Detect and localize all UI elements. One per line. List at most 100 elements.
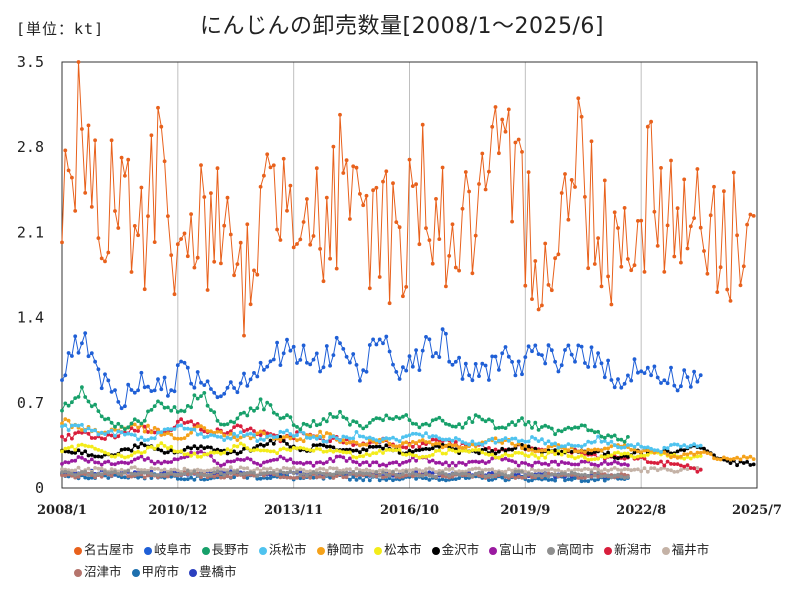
data-point bbox=[735, 463, 739, 468]
data-point bbox=[136, 475, 141, 480]
data-point bbox=[89, 457, 94, 462]
data-point bbox=[109, 390, 114, 394]
data-point bbox=[175, 472, 180, 477]
data-point bbox=[583, 443, 587, 447]
data-point bbox=[60, 408, 64, 413]
data-point bbox=[205, 473, 210, 477]
data-point bbox=[417, 432, 422, 437]
data-point bbox=[599, 361, 604, 366]
data-point bbox=[437, 436, 442, 441]
data-point bbox=[305, 473, 309, 478]
data-point bbox=[526, 462, 531, 467]
data-point bbox=[467, 460, 471, 464]
data-point bbox=[559, 444, 564, 449]
data-point bbox=[487, 459, 491, 464]
data-point bbox=[510, 459, 514, 463]
y-tick-label: 0 bbox=[35, 479, 44, 497]
data-point bbox=[480, 450, 485, 455]
data-point bbox=[440, 477, 445, 482]
data-point bbox=[298, 460, 303, 465]
data-point bbox=[152, 240, 157, 245]
data-point bbox=[129, 432, 134, 437]
data-point bbox=[142, 424, 147, 429]
data-point bbox=[275, 467, 279, 472]
data-point bbox=[63, 148, 68, 153]
data-point bbox=[172, 427, 177, 431]
data-point bbox=[328, 363, 332, 368]
data-point bbox=[592, 430, 597, 435]
data-point bbox=[682, 456, 687, 461]
data-point bbox=[626, 443, 630, 447]
data-point bbox=[156, 473, 160, 477]
data-point bbox=[655, 468, 660, 473]
data-point bbox=[536, 456, 541, 460]
data-point bbox=[437, 471, 442, 476]
data-point bbox=[556, 473, 561, 477]
legend-label: 沼津市 bbox=[84, 564, 122, 579]
data-point bbox=[470, 271, 475, 276]
data-point bbox=[265, 476, 270, 481]
data-point bbox=[185, 433, 190, 438]
data-point bbox=[639, 450, 644, 454]
data-point bbox=[387, 349, 392, 354]
data-point bbox=[662, 450, 667, 455]
data-point bbox=[520, 438, 524, 443]
data-point bbox=[195, 473, 200, 478]
data-point bbox=[546, 471, 551, 476]
data-point bbox=[427, 454, 432, 458]
series-line bbox=[61, 327, 702, 409]
data-point bbox=[430, 418, 435, 423]
data-point bbox=[255, 431, 260, 436]
data-point bbox=[533, 420, 538, 425]
data-point bbox=[688, 450, 693, 455]
data-point bbox=[301, 343, 306, 348]
data-point bbox=[573, 471, 577, 476]
data-point bbox=[367, 478, 372, 483]
data-point bbox=[314, 351, 319, 356]
data-point bbox=[493, 455, 498, 460]
data-point bbox=[583, 478, 587, 483]
data-point bbox=[199, 449, 203, 454]
data-point bbox=[490, 419, 495, 423]
data-point bbox=[225, 195, 230, 200]
data-point bbox=[457, 355, 461, 360]
legend-marker bbox=[131, 568, 140, 577]
data-point bbox=[232, 449, 237, 454]
data-point bbox=[351, 352, 356, 356]
data-point bbox=[530, 475, 534, 480]
data-point bbox=[348, 467, 352, 472]
data-point bbox=[334, 466, 339, 471]
data-point bbox=[308, 472, 313, 476]
data-point bbox=[76, 60, 81, 64]
data-point bbox=[268, 449, 273, 454]
data-point bbox=[371, 436, 375, 441]
data-point bbox=[73, 209, 78, 213]
data-point bbox=[665, 223, 670, 228]
data-point bbox=[318, 474, 322, 479]
data-point bbox=[348, 217, 352, 221]
data-point bbox=[225, 451, 230, 456]
data-point bbox=[632, 455, 637, 460]
data-point bbox=[106, 476, 111, 480]
data-point bbox=[142, 438, 147, 443]
data-point bbox=[434, 449, 438, 453]
data-point bbox=[619, 264, 624, 269]
data-point bbox=[738, 457, 743, 462]
data-point bbox=[89, 475, 94, 480]
data-point bbox=[394, 437, 399, 442]
data-point bbox=[119, 454, 124, 459]
data-point bbox=[665, 459, 670, 464]
data-point bbox=[255, 474, 260, 478]
data-point bbox=[73, 458, 78, 463]
data-point bbox=[192, 423, 197, 428]
data-point bbox=[113, 424, 117, 429]
data-point bbox=[672, 383, 677, 388]
data-point bbox=[63, 473, 68, 478]
data-point bbox=[573, 425, 577, 430]
data-point bbox=[285, 337, 289, 342]
data-point bbox=[132, 224, 137, 228]
data-point bbox=[86, 473, 91, 477]
data-point bbox=[271, 458, 276, 462]
data-point bbox=[255, 439, 260, 443]
data-point bbox=[612, 455, 617, 460]
